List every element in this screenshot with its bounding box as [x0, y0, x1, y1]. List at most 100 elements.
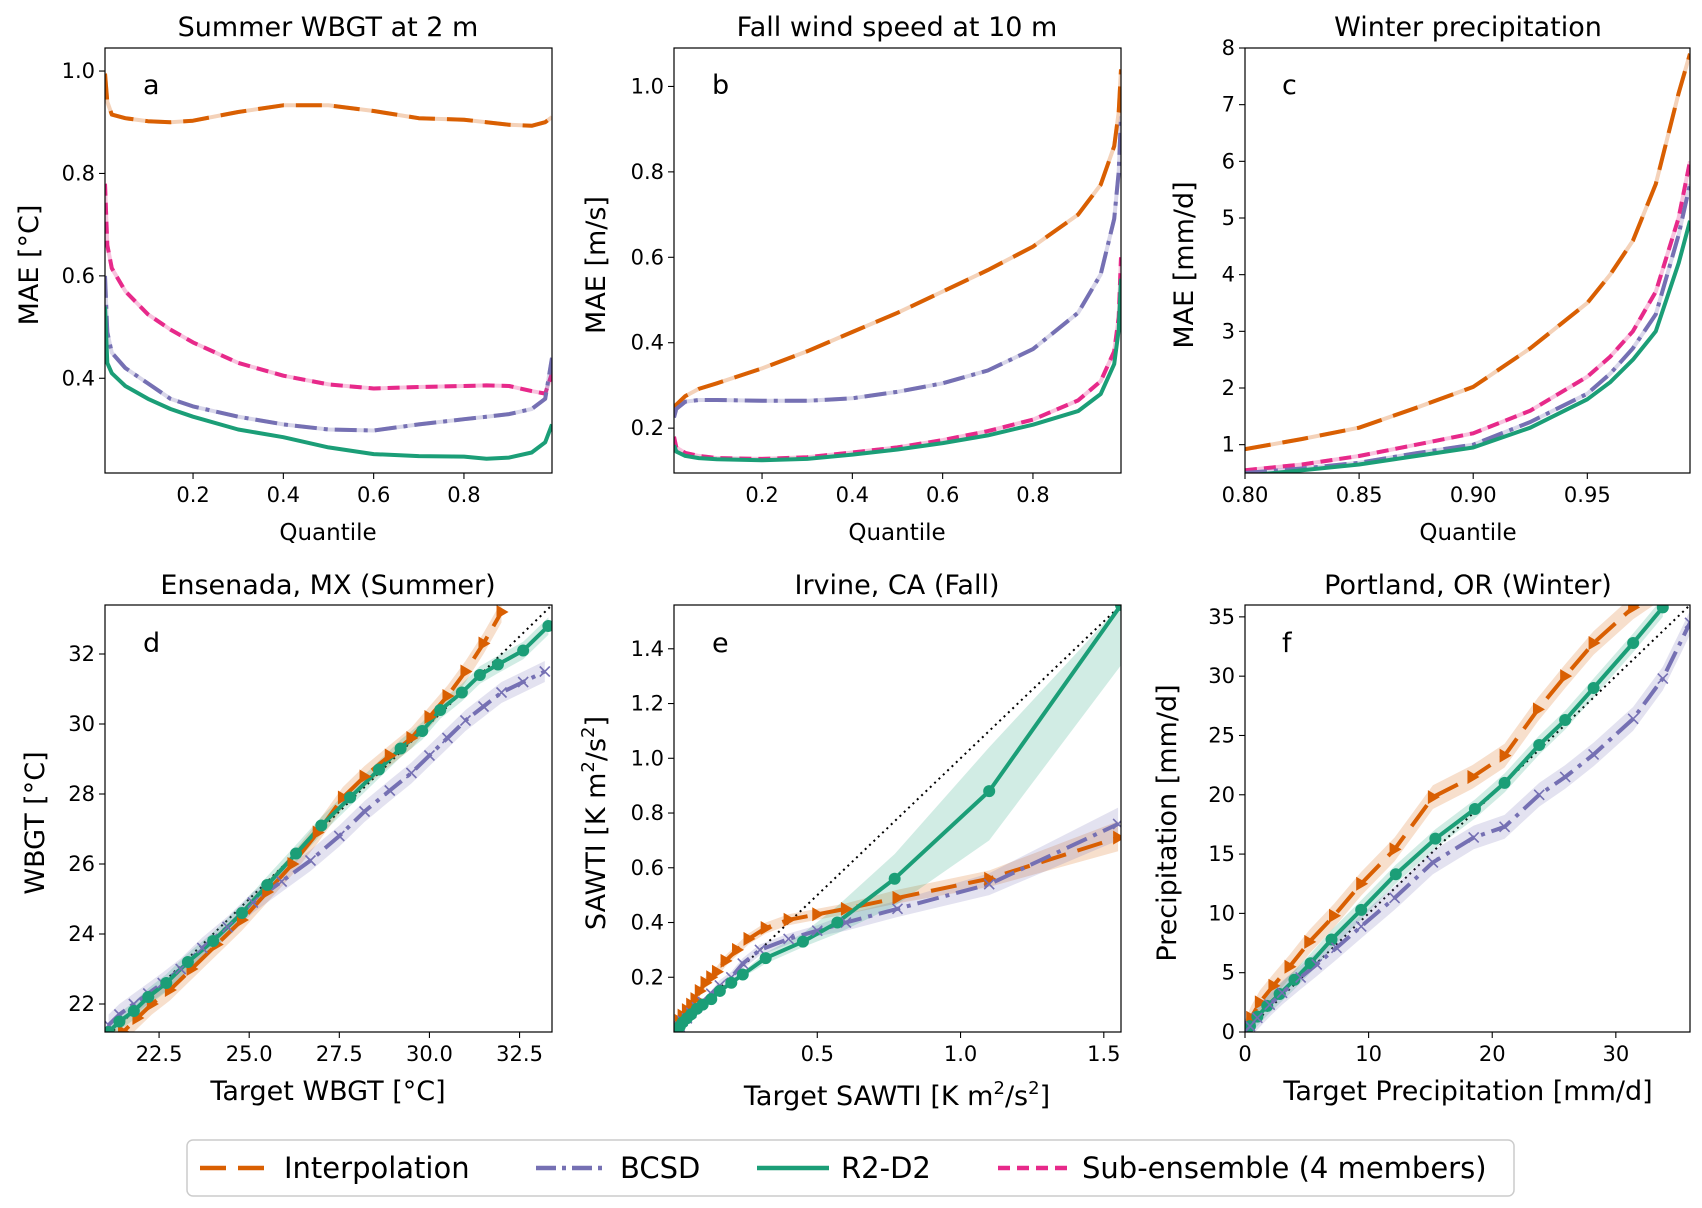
r2d2-marker — [796, 935, 809, 948]
interpolation-marker — [1499, 748, 1512, 763]
bcsd-marker — [1295, 971, 1307, 984]
interpolation-line — [1245, 53, 1690, 452]
r2d2-marker — [372, 763, 385, 776]
y-tick-label: 6 — [1222, 149, 1235, 173]
interpolation-marker — [1427, 790, 1440, 805]
interpolation-marker — [1389, 842, 1402, 857]
r2d2-marker — [416, 725, 429, 737]
bcsd-marker — [983, 878, 995, 890]
y-tick-label: 24 — [68, 922, 95, 946]
interpolation-marker — [1356, 876, 1369, 891]
bcsd-marker — [276, 875, 288, 888]
bcsd-marker — [405, 767, 417, 779]
interpolation-marker — [337, 790, 350, 805]
y-tick-label: 3 — [1222, 319, 1235, 343]
panel-e-xlabel: Target SAWTI [K m2/s2] — [743, 1078, 1050, 1112]
panel-a: Summer WBGT at 2 m a Quantile MAE [°C] 0… — [14, 12, 553, 546]
x-tick-label: 0.80 — [1222, 483, 1269, 507]
interpolation-marker — [690, 992, 703, 1007]
y-tick-label: 20 — [1208, 783, 1235, 807]
bcsd-marker — [1264, 999, 1276, 1011]
y-tick-label: 15 — [1208, 842, 1235, 866]
r2d2-marker — [1627, 636, 1640, 649]
bcsd-marker — [1559, 771, 1571, 783]
y-tick-label: 28 — [68, 782, 95, 806]
interpolation-line-shadow — [674, 69, 1121, 416]
r2d2-marker — [113, 1015, 126, 1028]
panel-c-plot-area — [1245, 53, 1690, 473]
r2d2-marker — [473, 669, 486, 681]
bcsd-marker — [1355, 920, 1367, 933]
r2d2-line — [105, 306, 552, 461]
panel-e-letter: e — [712, 628, 729, 659]
r2d2-band — [1245, 605, 1663, 1032]
interpolation-marker — [406, 731, 419, 745]
r2d2-marker — [1389, 868, 1402, 881]
x-tick-label: 0.6 — [357, 483, 390, 507]
panel-d-xlabel: Target WBGT [°C] — [209, 1076, 445, 1107]
panel-f-plot-area — [1245, 605, 1690, 1032]
interpolation-marker — [478, 636, 491, 651]
r2d2-line — [674, 278, 1121, 463]
r2d2-marker — [983, 785, 996, 798]
r2d2-marker — [394, 742, 407, 755]
panel-b: Fall wind speed at 10 m b Quantile MAE [… — [581, 12, 1122, 546]
bcsd-marker — [1533, 789, 1545, 801]
panel-a-plot-area — [105, 73, 552, 461]
x-tick-label: 0.90 — [1450, 483, 1497, 507]
bcsd-marker — [1627, 713, 1639, 725]
y-tick-label: 2 — [1222, 376, 1235, 400]
panel-f-title: Portland, OR (Winter) — [1324, 570, 1612, 601]
interpolation-marker — [1532, 702, 1545, 717]
bcsd-marker — [840, 916, 852, 929]
y-tick-label: 8 — [1222, 36, 1235, 60]
panel-a-letter: a — [143, 70, 160, 101]
r2d2-marker — [1115, 605, 1121, 611]
x-tick-label: 0.8 — [1016, 483, 1049, 507]
legend-label-r2d2: R2-D2 — [841, 1151, 931, 1185]
r2d2-marker — [713, 984, 726, 997]
x-tick-label: 0.4 — [836, 483, 869, 507]
x-tick-label: 0.6 — [926, 483, 959, 507]
bcsd-marker — [247, 896, 259, 909]
x-tick-label: 0.8 — [447, 483, 480, 507]
y-tick-label: 32 — [68, 642, 95, 666]
x-tick-label: 27.5 — [316, 1042, 363, 1066]
x-tick-label: 32.5 — [496, 1042, 543, 1066]
y-tick-label: 1.0 — [62, 59, 95, 83]
bcsd-marker — [783, 933, 795, 945]
interpolation-marker — [460, 664, 473, 679]
r2d2-marker — [517, 644, 530, 657]
y-tick-label: 0.4 — [631, 911, 664, 935]
x-tick-label: 0 — [1238, 1042, 1251, 1066]
bcsd-marker — [196, 942, 208, 954]
bcsd-marker — [1499, 821, 1511, 833]
interpolation-marker — [1467, 769, 1480, 784]
interpolation-marker — [720, 953, 733, 968]
r2d2-marker — [261, 879, 274, 891]
subensemble-line — [1245, 160, 1690, 473]
panel-d-ylabel: WBGT [°C] — [20, 751, 51, 894]
r2d2-marker — [142, 991, 155, 1003]
subensemble-line-shadow — [1245, 160, 1690, 473]
bcsd-marker — [1112, 818, 1121, 830]
interpolation-line-shadow — [105, 73, 552, 128]
interpolation-marker — [694, 983, 707, 998]
bcsd-line — [1245, 621, 1690, 1032]
r2d2-marker — [1587, 682, 1600, 695]
y-tick-label: 0.8 — [62, 161, 95, 185]
r2d2-marker — [1533, 738, 1546, 751]
x-tick-label: 0.2 — [745, 483, 778, 507]
r2d2-marker — [181, 956, 194, 968]
y-tick-label: 4 — [1222, 263, 1235, 287]
panel-b-plot-area — [674, 69, 1121, 463]
y-tick-label: 1.2 — [631, 692, 664, 716]
panel-e-ylabel: SAWTI [K m2/s2] — [578, 716, 612, 930]
r2d2-marker — [160, 977, 173, 989]
r2d2-marker — [736, 968, 749, 981]
panel-c-frame — [1244, 47, 1691, 474]
r2d2-marker — [434, 704, 447, 716]
panel-b-title: Fall wind speed at 10 m — [737, 12, 1058, 43]
r2d2-marker — [344, 791, 357, 804]
panel-e-frame — [673, 604, 1122, 1033]
